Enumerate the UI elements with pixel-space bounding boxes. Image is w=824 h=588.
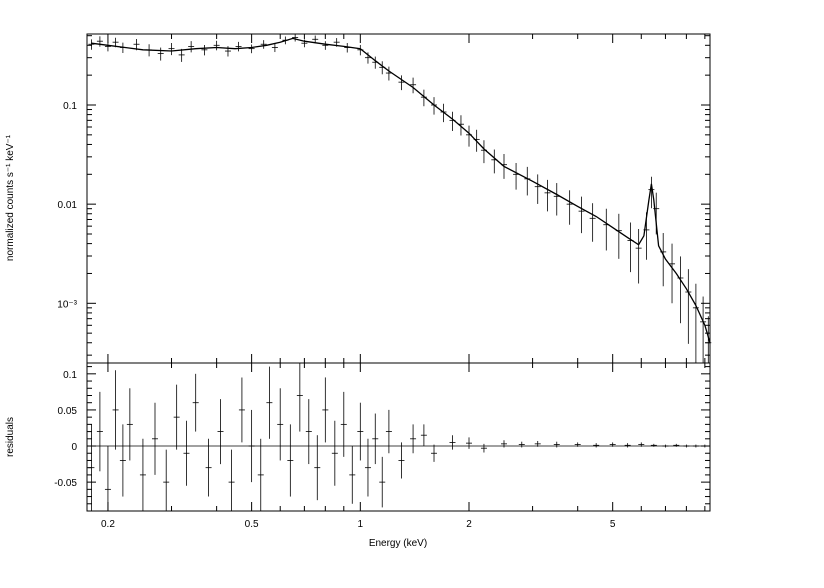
x-tick-label: 0.5 [245,519,259,530]
x-tick-label: 2 [466,519,472,530]
x-axis-label: Energy (keV) [369,538,427,549]
y-tick-label: -0.05 [54,478,77,489]
top-panel-data [88,34,712,363]
bottom-y-axis-label: residuals [5,417,16,457]
x-tick-label: 5 [610,519,616,530]
y-tick-label: 0.1 [63,370,77,381]
y-tick-label: 10⁻³ [57,299,77,310]
axis-labels: normalized counts s⁻¹ keV⁻¹ residuals En… [5,134,427,549]
model-curve [91,37,711,343]
top-panel-frame [86,33,711,364]
top-panel-ticks: 0.1 0.01 10⁻³ [57,34,710,363]
y-tick-label: 0 [71,442,77,453]
bottom-panel-data [87,363,710,511]
x-tick-label: 1 [358,519,364,530]
top-y-axis-label: normalized counts s⁻¹ keV⁻¹ [5,134,16,261]
y-tick-label: 0.05 [58,406,78,417]
x-tick-label: 0.2 [101,519,115,530]
bottom-panel-frame [86,362,711,512]
y-tick-label: 0.01 [58,200,78,211]
y-tick-label: 0.1 [63,101,77,112]
